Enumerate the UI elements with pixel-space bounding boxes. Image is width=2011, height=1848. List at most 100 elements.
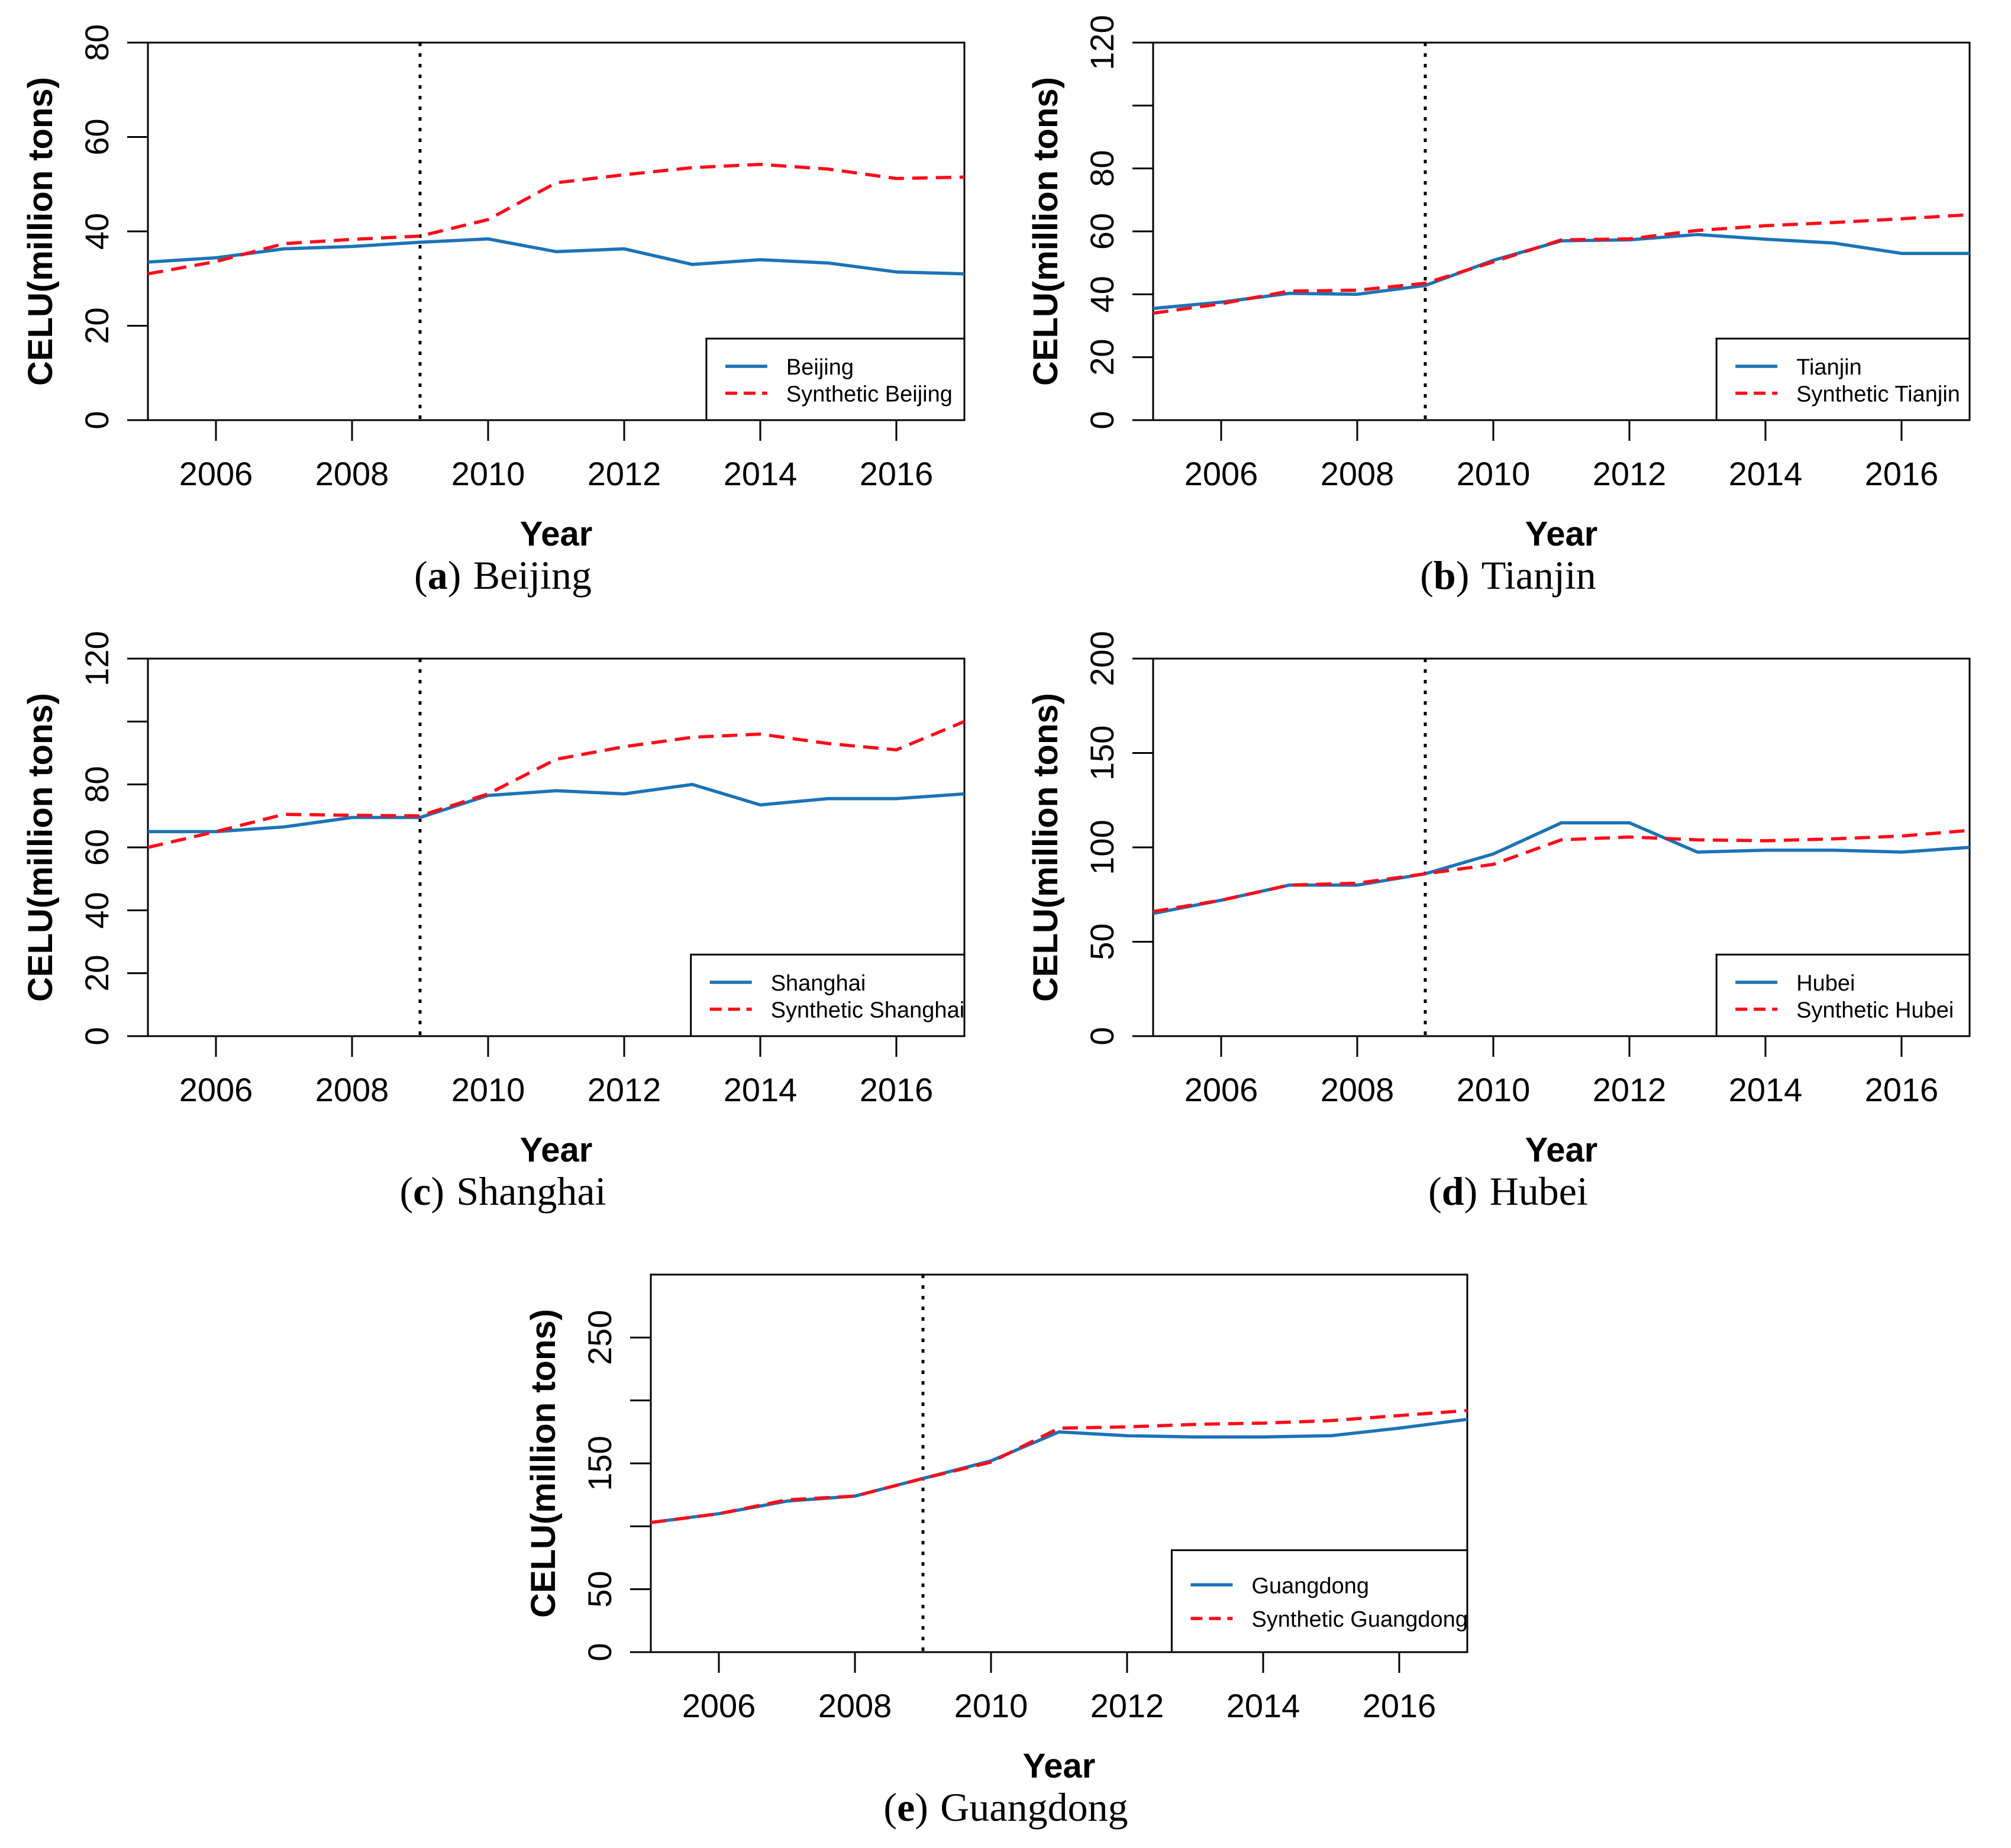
caption-open-paren: (	[883, 1785, 898, 1830]
x-tick-label: 2014	[724, 1071, 798, 1108]
chart-tianjin: 2006 2008 2010 2012 2014 2016 0 20 40 60 80 120 Year…	[1027, 15, 1971, 550]
chart-shanghai: 2006 2008 2010 2012 2014 2016 0 20 40 60 80 120 Year…	[21, 631, 966, 1166]
series-line-synthetic	[1153, 828, 1970, 914]
series-line-actual	[1153, 821, 1970, 915]
x-tick-label: 2006	[682, 1687, 756, 1724]
caption-open-paren: (	[399, 1169, 414, 1214]
legend-label-synthetic: Synthetic Tianjin	[1796, 382, 1960, 407]
y-tick-label: 50	[1083, 923, 1121, 960]
series-line-actual	[147, 237, 965, 276]
caption-title: Beijing	[473, 553, 592, 598]
y-tick-label: 0	[581, 1643, 618, 1661]
x-tick-label: 2006	[179, 455, 253, 492]
x-tick-label: 2016	[860, 1071, 934, 1108]
y-tick-label: 40	[1083, 276, 1121, 312]
series-line-synthetic	[147, 163, 965, 276]
x-tick-label: 2008	[315, 1071, 389, 1108]
y-tick-label: 20	[1083, 339, 1121, 376]
caption-title: Tianjin	[1481, 553, 1596, 598]
legend-box	[1715, 337, 1971, 421]
chart-guangdong: 2006 2008 2010 2012 2014 2016 0 50 150 250 Year CEL…	[524, 1273, 1468, 1782]
caption-shanghai: (c) Shanghai	[0, 1168, 1006, 1214]
subfigure-hubei: 2006 2008 2010 2012 2014 2016 0 50 100 150 200 Year…	[1005, 616, 2011, 1232]
y-axis-title: CELU(million tons)	[21, 77, 60, 386]
x-tick-label: 2014	[1226, 1687, 1300, 1724]
x-tick-label: 2006	[1184, 455, 1258, 492]
legend-box	[1715, 953, 1971, 1037]
legend-label-synthetic: Synthetic Shanghai	[771, 998, 964, 1023]
legend-box	[690, 953, 966, 1037]
caption-hubei: (d) Hubei	[1005, 1168, 2011, 1214]
y-tick-label: 250	[581, 1310, 618, 1365]
caption-letter: b	[1433, 553, 1456, 598]
x-tick-label: 2008	[1321, 1071, 1395, 1108]
series-line-actual	[650, 1417, 1468, 1524]
legend-label-synthetic: Synthetic Beijing	[786, 382, 953, 407]
caption-title: Shanghai	[456, 1169, 606, 1214]
x-tick-label: 2006	[179, 1071, 253, 1108]
subfigure-shanghai: 2006 2008 2010 2012 2014 2016 0 20 40 60 80 120 Year…	[0, 616, 1006, 1232]
y-tick-label: 80	[78, 24, 115, 61]
subfigure-tianjin: 2006 2008 2010 2012 2014 2016 0 20 40 60 80 120 Year…	[1005, 0, 2011, 616]
chart-beijing: 2006 2008 2010 2012 2014 2016 0 20 40 60 80 Year CEL…	[21, 24, 966, 550]
x-axis-title: Year	[1525, 515, 1598, 550]
caption-letter: e	[897, 1785, 915, 1830]
y-tick-label: 200	[1083, 631, 1121, 686]
y-tick-label: 100	[1083, 820, 1121, 875]
x-tick-label: 2010	[1457, 455, 1531, 492]
y-tick-label: 80	[1083, 150, 1121, 187]
caption-letter: a	[427, 553, 448, 598]
y-tick-label: 0	[1083, 411, 1121, 429]
caption-close-paren: )	[1455, 553, 1470, 598]
legend-box	[705, 337, 966, 421]
caption-tianjin: (b) Tianjin	[1005, 552, 2011, 598]
x-tick-label: 2016	[860, 455, 934, 492]
caption-close-paren: )	[915, 1785, 928, 1830]
series-line-synthetic	[650, 1408, 1468, 1524]
caption-close-paren: )	[1464, 1169, 1478, 1214]
subfigure-guangdong: 2006 2008 2010 2012 2014 2016 0 50 150 250 Year CEL…	[503, 1232, 1509, 1848]
x-tick-label: 2010	[1457, 1071, 1531, 1108]
x-axis-title: Year	[1023, 1747, 1096, 1782]
y-tick-label: 120	[1083, 15, 1121, 70]
y-tick-label: 80	[78, 766, 115, 803]
caption-title: Hubei	[1489, 1169, 1588, 1214]
series-line-actual	[148, 782, 965, 834]
caption-guangdong: (e) Guangdong	[503, 1784, 1509, 1830]
y-tick-label: 0	[1083, 1027, 1121, 1045]
y-tick-label: 60	[1083, 213, 1121, 250]
caption-beijing: (a) Beijing	[0, 552, 1006, 598]
x-tick-label: 2012	[1593, 1071, 1667, 1108]
caption-close-paren: )	[447, 553, 461, 598]
x-axis-title: Year	[1525, 1131, 1598, 1166]
y-axis-title: CELU(million tons)	[524, 1309, 563, 1618]
y-tick-label: 40	[78, 213, 115, 250]
y-tick-label: 60	[78, 829, 115, 866]
x-tick-label: 2014	[1729, 455, 1803, 492]
legend-label-synthetic: Synthetic Guangdong	[1251, 1607, 1468, 1632]
series-line-synthetic	[147, 720, 966, 849]
legend-label-actual: Beijing	[786, 355, 854, 380]
caption-letter: c	[413, 1169, 431, 1214]
y-axis-title: CELU(million tons)	[21, 693, 60, 1002]
x-axis-title: Year	[520, 1131, 593, 1166]
caption-title: Guangdong	[940, 1785, 1128, 1830]
y-tick-label: 40	[78, 892, 115, 928]
x-tick-label: 2006	[1184, 1071, 1258, 1108]
caption-open-paren: (	[414, 553, 428, 598]
legend-label-actual: Shanghai	[771, 971, 866, 996]
legend-label-actual: Guangdong	[1251, 1573, 1369, 1598]
y-tick-label: 50	[581, 1571, 618, 1608]
y-tick-label: 0	[78, 1027, 115, 1045]
legend-label-synthetic: Synthetic Hubei	[1796, 998, 1954, 1023]
caption-open-paren: (	[1428, 1169, 1442, 1214]
x-tick-label: 2012	[588, 455, 661, 492]
series-line-synthetic	[1153, 213, 1970, 315]
y-axis-title: CELU(million tons)	[1027, 693, 1065, 1002]
y-tick-label: 150	[581, 1436, 618, 1491]
x-tick-label: 2010	[954, 1687, 1028, 1724]
x-tick-label: 2008	[315, 455, 389, 492]
x-tick-label: 2016	[1363, 1687, 1437, 1724]
x-tick-label: 2010	[451, 455, 525, 492]
